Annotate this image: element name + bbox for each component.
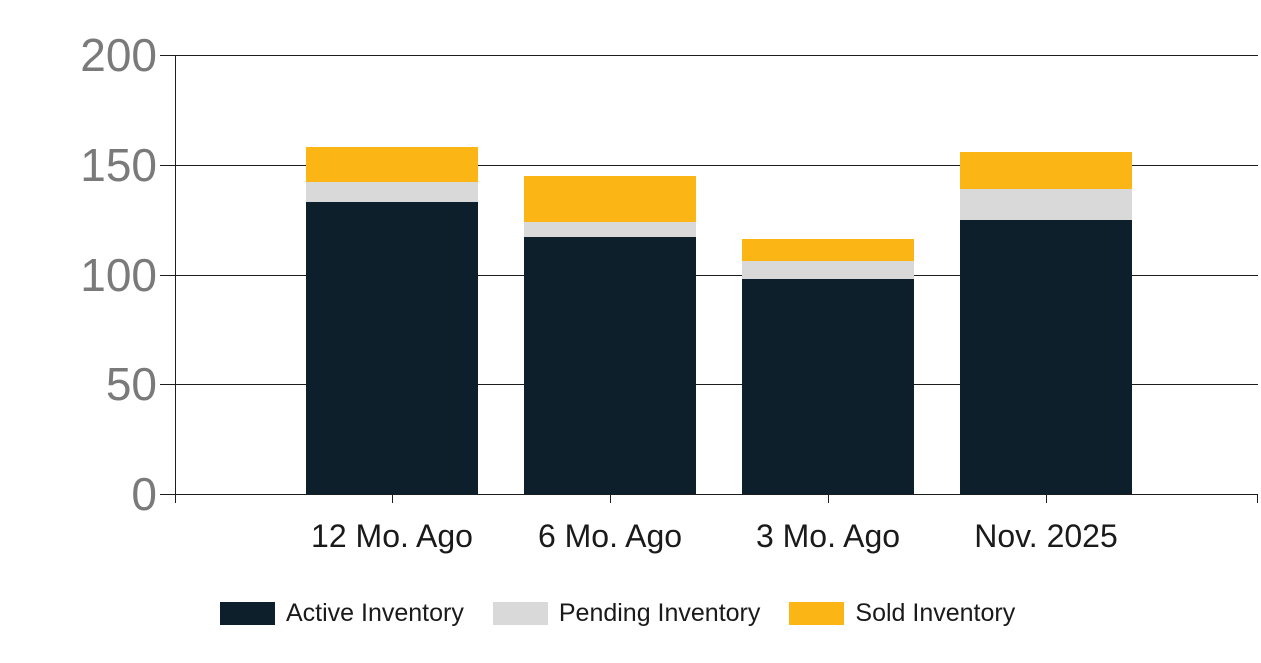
legend-item-pending-inventory: Pending Inventory bbox=[492, 599, 761, 627]
gridline-0 bbox=[175, 494, 1258, 495]
x-tick-mark-3-mo-ago bbox=[828, 494, 829, 503]
y-tick-label: 0 bbox=[131, 468, 157, 520]
y-tick-mark-100 bbox=[160, 275, 175, 276]
legend: Active Inventory Pending Inventory Sold In… bbox=[220, 600, 1015, 627]
x-axis-label-6-mo-ago: 6 Mo. Ago bbox=[537, 518, 683, 554]
legend-label: Pending Inventory bbox=[558, 599, 761, 627]
y-tick-label: 200 bbox=[80, 29, 157, 81]
y-tick-label: 100 bbox=[80, 249, 157, 301]
y-tick-label: 50 bbox=[105, 358, 157, 410]
gridline-100 bbox=[175, 275, 1258, 276]
x-axis-label-3-mo-ago: 3 Mo. Ago bbox=[755, 518, 901, 554]
legend-item-active-inventory: Active Inventory bbox=[220, 600, 464, 627]
legend-label: Active Inventory bbox=[286, 599, 464, 627]
legend-label: Sold Inventory bbox=[855, 599, 1016, 627]
x-tick-mark-nov-2025 bbox=[1046, 494, 1047, 503]
bar-segment-sold-inventory bbox=[960, 152, 1132, 189]
bar-segment-pending-inventory bbox=[306, 182, 478, 202]
bar-segment-active-inventory bbox=[742, 279, 914, 494]
bar-segment-sold-inventory bbox=[742, 239, 914, 261]
bar-segment-sold-inventory bbox=[524, 176, 696, 222]
y-tick-mark-200 bbox=[160, 55, 175, 56]
bar-segment-active-inventory bbox=[306, 202, 478, 494]
bar-segment-active-inventory bbox=[524, 237, 696, 494]
gridline-50 bbox=[175, 384, 1258, 385]
x-tick-mark-end bbox=[1257, 494, 1258, 503]
y-tick-label: 150 bbox=[80, 139, 157, 191]
bar-segment-active-inventory bbox=[960, 220, 1132, 494]
legend-swatch-active-inventory bbox=[220, 602, 275, 625]
legend-swatch-sold-inventory bbox=[789, 602, 845, 625]
y-tick-mark-50 bbox=[160, 384, 175, 385]
x-axis-label-nov-2025: Nov. 2025 bbox=[974, 518, 1118, 554]
y-axis-line bbox=[175, 55, 176, 503]
gridline-150 bbox=[175, 165, 1258, 166]
legend-item-sold-inventory: Sold Inventory bbox=[789, 600, 1015, 627]
x-tick-mark-12-mo-ago bbox=[392, 494, 393, 503]
bar-segment-sold-inventory bbox=[306, 147, 478, 182]
gridline-200 bbox=[175, 55, 1258, 56]
y-tick-mark-150 bbox=[160, 165, 175, 166]
bar-segment-pending-inventory bbox=[960, 189, 1132, 220]
legend-swatch-pending-inventory bbox=[492, 602, 548, 625]
x-tick-mark-6-mo-ago bbox=[610, 494, 611, 503]
bar-segment-pending-inventory bbox=[524, 222, 696, 237]
bar-segment-pending-inventory bbox=[742, 261, 914, 279]
y-tick-mark-0 bbox=[160, 494, 175, 495]
x-axis-label-12-mo-ago: 12 Mo. Ago bbox=[311, 518, 473, 554]
